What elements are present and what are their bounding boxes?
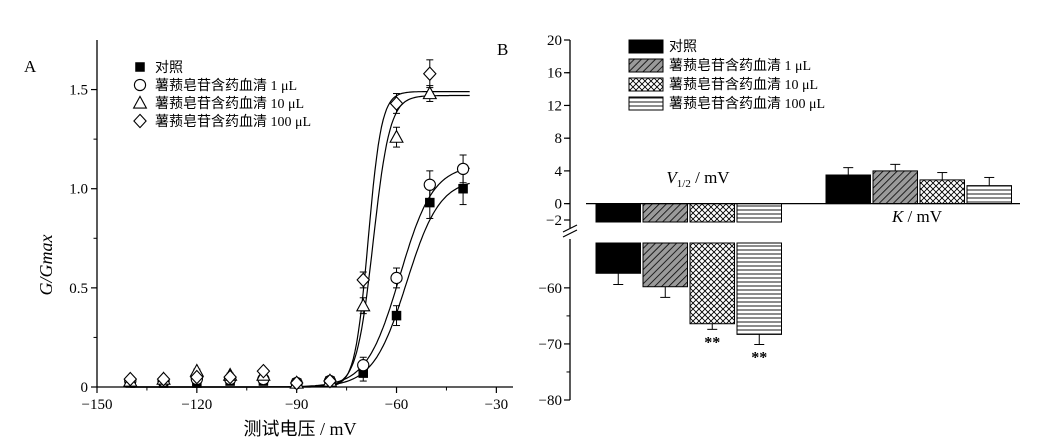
- boltzmann-fit-curve: [130, 167, 470, 388]
- legend-label: 薯蓣皂苷含药血清 1 μL: [669, 58, 811, 74]
- y-tick-label-a: 1.0: [69, 182, 88, 198]
- x-tick-label-a: −30: [485, 397, 508, 413]
- category-label-unit: / mV: [691, 168, 730, 187]
- data-point: [458, 183, 468, 194]
- data-point: [390, 271, 403, 285]
- data-points-a: [122, 59, 470, 391]
- y-tick-label-b: −70: [539, 337, 562, 353]
- axis-break-mark: [562, 224, 578, 238]
- data-point: [422, 66, 437, 82]
- axes-b: 20 16 12 8 4 0−2 −60 −70 −80: [539, 33, 1020, 409]
- category-label: V1/2 / mV: [666, 168, 730, 190]
- legend-label: 薯蓣皂苷含药血清 100 μL: [155, 114, 311, 130]
- y-tick-label-b: 8: [555, 131, 563, 147]
- data-point: [356, 272, 371, 288]
- x-tick-label-a: −150: [82, 397, 113, 413]
- data-point: [425, 197, 435, 208]
- x-tick-label-a: −120: [181, 397, 212, 413]
- panel-b-label: B: [497, 40, 508, 59]
- y-tick-label-b: 16: [547, 66, 563, 82]
- data-point: [391, 310, 402, 321]
- y-tick-label-b: −2: [546, 213, 562, 229]
- y-tick-label-a: 0: [81, 380, 89, 396]
- legend-label: 薯蓣皂苷含药血清 10 μL: [155, 96, 304, 112]
- legend-marker: [135, 62, 145, 72]
- bar: [825, 174, 871, 205]
- legend-label: 薯蓣皂苷含药血清 10 μL: [669, 77, 818, 93]
- bar-upper-segment: [642, 203, 688, 223]
- data-point: [156, 371, 171, 387]
- data-point: [456, 162, 470, 176]
- y-tick-label-b: 20: [547, 33, 562, 49]
- y-axis-label-a: G/Gmax: [36, 235, 56, 296]
- legend-swatch: [628, 39, 664, 54]
- bar: [919, 179, 965, 205]
- bar: [642, 242, 688, 288]
- y-tick-label-b: −60: [539, 281, 562, 297]
- y-tick-label-b: 12: [547, 98, 562, 114]
- legend-swatch: [628, 96, 664, 111]
- boltzmann-fit-curve: [130, 182, 470, 388]
- panel-a: A −150 −120 −90 −60 −30 0 0.5 1.0 1.5 对照薯蓣皂苷含药血清…: [24, 40, 513, 439]
- category-label-subscript: 1/2: [677, 178, 691, 190]
- bar: [872, 170, 918, 205]
- legend-marker: [133, 78, 147, 92]
- category-label-unit: / mV: [903, 207, 942, 226]
- legend-label: 对照: [155, 60, 183, 76]
- legend-marker: [133, 113, 147, 129]
- significance-mark: **: [704, 334, 720, 351]
- legend-label: 薯蓣皂苷含药血清 100 μL: [669, 96, 825, 112]
- legend-swatch: [628, 58, 664, 73]
- boltzmann-fit-curve: [130, 94, 470, 388]
- boltzmann-fit-curve: [130, 91, 470, 388]
- category-label-main: K: [891, 207, 905, 226]
- data-point: [223, 369, 237, 385]
- x-tick-label-a: −90: [285, 397, 308, 413]
- category-labels-b: V1/2 / mVK / mV: [666, 168, 942, 226]
- panel-a-label: A: [24, 57, 37, 76]
- bar-upper-segment: [689, 203, 735, 223]
- legend-label: 对照: [669, 39, 697, 55]
- bars-b: ** **: [595, 163, 1012, 366]
- data-point: [289, 375, 304, 391]
- data-point: [323, 373, 337, 389]
- y-tick-label-b: 0: [555, 197, 563, 213]
- y-tick-label-b: 4: [555, 164, 563, 180]
- bar: [966, 185, 1012, 205]
- legend-swatch: [628, 77, 664, 92]
- bar-upper-segment: [736, 203, 782, 223]
- data-point: [189, 369, 204, 385]
- data-point: [123, 371, 138, 387]
- bar: [689, 242, 735, 325]
- category-label-main: V: [666, 168, 679, 187]
- data-point: [389, 129, 404, 143]
- bar: [595, 242, 641, 274]
- data-point: [256, 363, 271, 379]
- fit-curves: [130, 91, 470, 388]
- y-tick-label-a: 0.5: [69, 281, 88, 297]
- data-point: [355, 297, 371, 312]
- bar: [736, 242, 782, 335]
- data-point: [423, 178, 436, 191]
- data-point: [422, 85, 438, 100]
- category-label: K / mV: [891, 207, 943, 226]
- x-axis-label-a: 测试电压 / mV: [243, 419, 356, 439]
- bar-upper-segment: [595, 203, 641, 223]
- legend-marker: [132, 95, 148, 109]
- data-point: [357, 359, 370, 372]
- significance-mark: **: [751, 349, 767, 366]
- data-point: [389, 96, 404, 111]
- legend-label: 薯蓣皂苷含药血清 1 μL: [155, 78, 297, 94]
- x-tick-label-a: −60: [385, 397, 408, 413]
- y-tick-label-a: 1.5: [69, 83, 88, 99]
- y-tick-label-b: −80: [539, 393, 562, 409]
